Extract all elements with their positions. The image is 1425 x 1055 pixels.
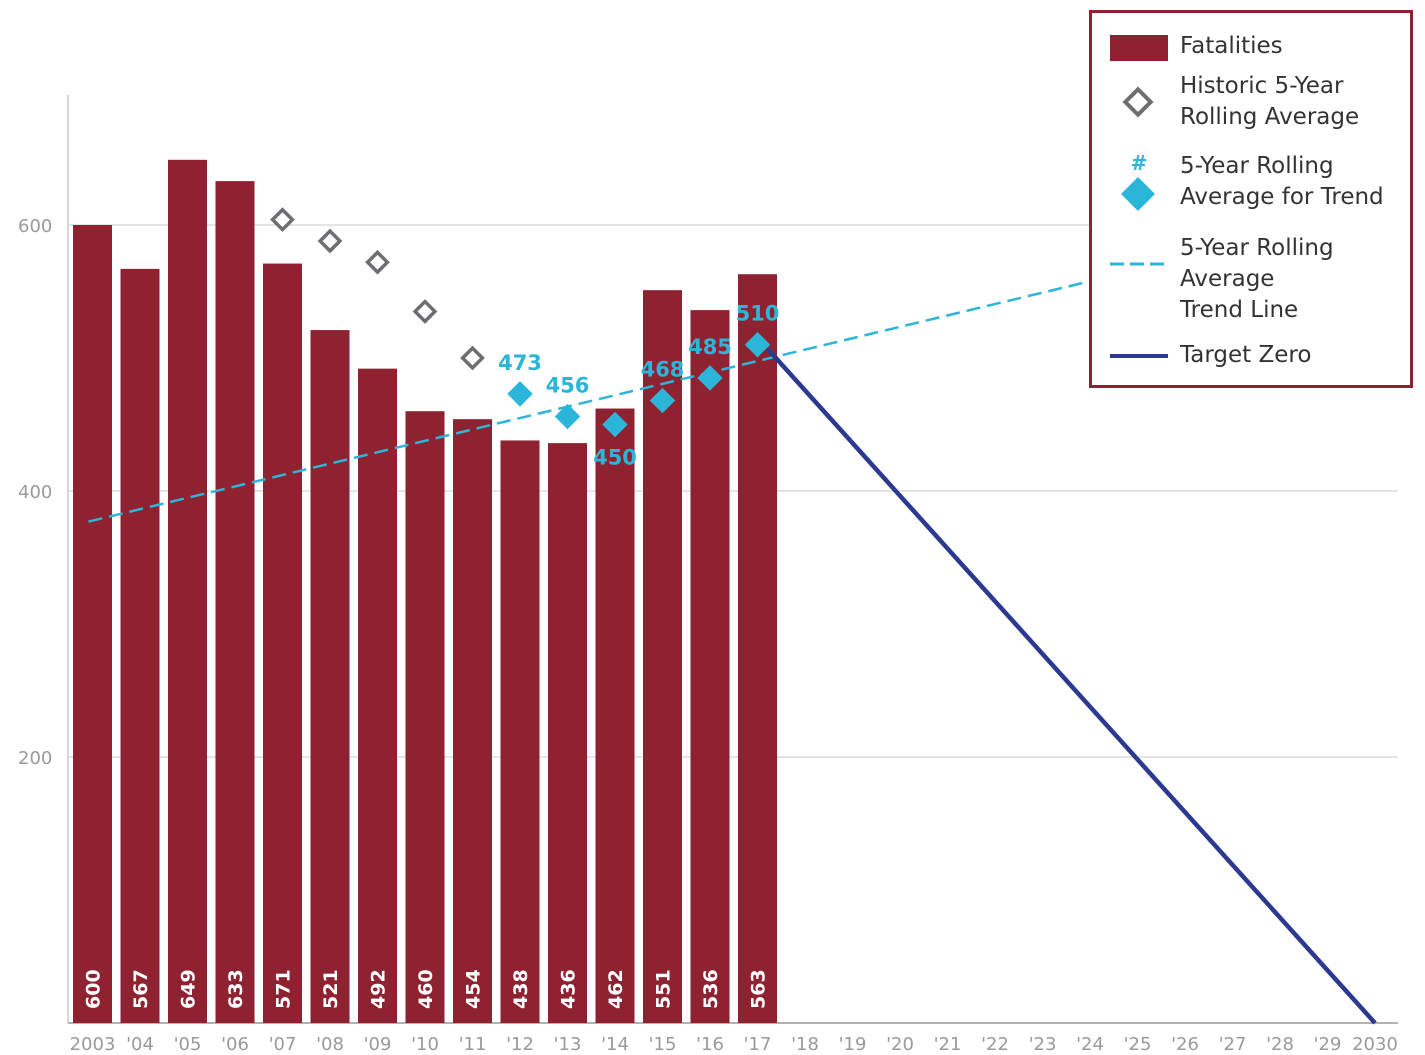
x-tick-label: '20 <box>886 1034 914 1055</box>
trend-average-marker <box>649 387 676 414</box>
diamond-filled-icon <box>1121 177 1155 211</box>
x-tick-label: '14 <box>601 1034 629 1055</box>
x-tick-label: '13 <box>554 1034 582 1055</box>
x-tick-label: '07 <box>269 1034 297 1055</box>
trend-average-marker <box>507 381 533 407</box>
x-tick-label: '22 <box>981 1034 1009 1055</box>
trend-average-label: 473 <box>498 351 542 375</box>
legend-label: Target Zero <box>1180 342 1312 368</box>
x-tick-label: '12 <box>506 1034 534 1055</box>
historic-average-marker <box>270 207 295 233</box>
bar-value-label: 438 <box>510 969 532 1009</box>
legend-bar-swatch <box>1110 35 1168 61</box>
y-tick-label: 400 <box>18 482 52 503</box>
legend: Fatalities Historic 5-Year Rolling Avera… <box>1089 10 1413 388</box>
bar-value-label: 462 <box>605 969 627 1009</box>
bar <box>168 159 207 1023</box>
bar <box>595 408 635 1023</box>
trend-average-marker <box>602 411 628 438</box>
bar-value-label: 492 <box>368 969 390 1009</box>
x-tick-label: '28 <box>1266 1034 1294 1055</box>
trend-line-layer <box>88 280 1090 523</box>
bar-value-label: 436 <box>558 969 580 1009</box>
x-tick-label: '09 <box>364 1034 392 1055</box>
bar-value-label: 521 <box>320 969 342 1009</box>
x-tick-label: '19 <box>839 1034 867 1055</box>
bar-value-label: 571 <box>273 969 295 1009</box>
trend-average-label: 485 <box>688 335 732 359</box>
x-tick-label: '17 <box>744 1034 772 1055</box>
x-tick-label: '27 <box>1219 1034 1247 1055</box>
x-tick-label: '29 <box>1314 1034 1342 1055</box>
bar-value-label: 600 <box>83 969 105 1009</box>
legend-label: Historic 5-Year Rolling Average <box>1180 73 1360 130</box>
bar <box>120 268 160 1023</box>
x-tick-label: '04 <box>126 1034 154 1055</box>
bar-value-label: 551 <box>653 969 675 1009</box>
legend-label: 5-Year Rolling Average for Trend <box>1180 153 1384 210</box>
solid-line-icon <box>1110 354 1168 358</box>
x-tick-label: '15 <box>649 1034 677 1055</box>
trend-average-label: 456 <box>546 374 590 398</box>
bar <box>690 310 730 1023</box>
bar <box>358 368 397 1023</box>
historic-average-marker <box>412 299 438 324</box>
legend-hash: # <box>1130 151 1148 175</box>
x-tick-label: '16 <box>696 1034 724 1055</box>
trend-average-marker <box>744 331 771 358</box>
bar <box>310 330 350 1023</box>
y-tick-label: 200 <box>18 748 52 769</box>
bar <box>500 440 540 1024</box>
x-tick-label: '06 <box>221 1034 249 1055</box>
x-tick-label: '25 <box>1124 1034 1152 1055</box>
bar-value-label: 460 <box>415 969 437 1009</box>
bar <box>263 263 302 1023</box>
historic-average-marker <box>365 249 390 275</box>
trend-average-label: 510 <box>736 302 780 326</box>
trend-average-marker <box>697 365 723 391</box>
x-tick-label: 2003 <box>70 1034 116 1055</box>
x-tick-label: '10 <box>411 1034 439 1055</box>
y-tick-label: 600 <box>18 216 52 237</box>
x-tick-label: '05 <box>174 1034 202 1055</box>
bar-value-label: 454 <box>463 969 485 1009</box>
trend-average-label: 468 <box>641 358 685 382</box>
bar <box>405 411 445 1023</box>
bar-value-label: 633 <box>225 969 247 1009</box>
x-tick-label: '24 <box>1076 1034 1104 1055</box>
bar <box>453 419 492 1023</box>
legend-label: 5-Year Rolling Average Trend Line <box>1180 235 1334 323</box>
bar-value-label: 567 <box>130 969 152 1009</box>
x-tick-label: '21 <box>934 1034 962 1055</box>
historic-average-marker <box>317 228 343 254</box>
bar <box>738 274 777 1024</box>
x-tick-label: 2030 <box>1352 1034 1398 1055</box>
fatality-bars: 600 567 649 633 571 521 492 460 454 438 436 462 551 5… <box>73 159 777 1024</box>
x-tick-label: '08 <box>316 1034 344 1055</box>
bar-value-label: 563 <box>748 969 770 1009</box>
bar <box>548 443 587 1023</box>
x-tick-label: '18 <box>791 1034 819 1055</box>
x-tick-label: '26 <box>1171 1034 1199 1055</box>
target-zero-line <box>765 347 1377 1025</box>
bar <box>73 225 112 1023</box>
trend-line <box>88 280 1090 523</box>
bar-value-label: 536 <box>700 969 722 1009</box>
trend-average-marker <box>554 403 581 430</box>
bar <box>215 181 255 1024</box>
x-tick-label: '11 <box>459 1034 487 1055</box>
target-zero-layer <box>765 347 1377 1025</box>
dashed-line-icon <box>1110 262 1168 266</box>
tick-labels: 200 400 600 2003 '04 '05 '06 '07 '08 '09 '10 '11 '12… <box>18 216 1398 1055</box>
bar-value-label: 649 <box>178 969 200 1009</box>
trend-average-label: 450 <box>593 446 637 470</box>
diamond-outline-icon <box>1122 86 1154 118</box>
x-tick-label: '23 <box>1029 1034 1057 1055</box>
legend-label: Fatalities <box>1180 33 1283 59</box>
historic-average-marker <box>460 345 485 371</box>
